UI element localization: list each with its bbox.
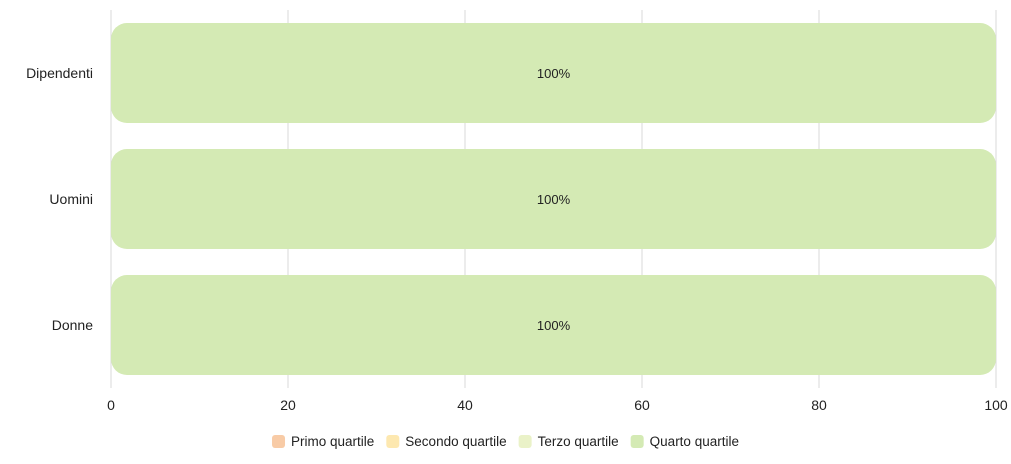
x-tick-label: 60 (634, 397, 650, 413)
bar[interactable] (111, 149, 996, 249)
legend-label: Primo quartile (291, 434, 374, 449)
category-label: Dipendenti (26, 65, 93, 81)
category-label: Donne (52, 317, 93, 333)
bars: 100% 100% 100% (111, 23, 996, 375)
category-labels: Dipendenti Uomini Donne (26, 65, 93, 333)
legend-swatch (386, 435, 400, 448)
legend-label: Quarto quartile (650, 434, 739, 449)
legend-item[interactable]: Quarto quartile (630, 434, 739, 449)
legend-item[interactable]: Terzo quartile (518, 434, 619, 449)
category-label: Uomini (49, 191, 93, 207)
legend-item[interactable]: Secondo quartile (386, 434, 507, 449)
legend: Primo quartile Secondo quartile Terzo quar… (272, 434, 739, 449)
data-label: 100% (537, 192, 571, 207)
x-tick-label: 0 (107, 397, 115, 413)
data-label: 100% (537, 318, 571, 333)
legend-label: Terzo quartile (538, 434, 619, 449)
legend-swatch (630, 435, 644, 448)
legend-item[interactable]: Primo quartile (272, 434, 374, 449)
legend-swatch (518, 435, 532, 448)
bar[interactable] (111, 275, 996, 375)
x-tick-label: 80 (811, 397, 827, 413)
data-label: 100% (537, 66, 571, 81)
bar[interactable] (111, 23, 996, 123)
legend-label: Secondo quartile (405, 434, 506, 449)
legend-swatch (272, 435, 286, 448)
x-axis-ticks: 0 20 40 60 80 100 (107, 397, 1008, 413)
x-tick-label: 40 (457, 397, 473, 413)
x-tick-label: 20 (280, 397, 296, 413)
x-tick-label: 100 (984, 397, 1008, 413)
